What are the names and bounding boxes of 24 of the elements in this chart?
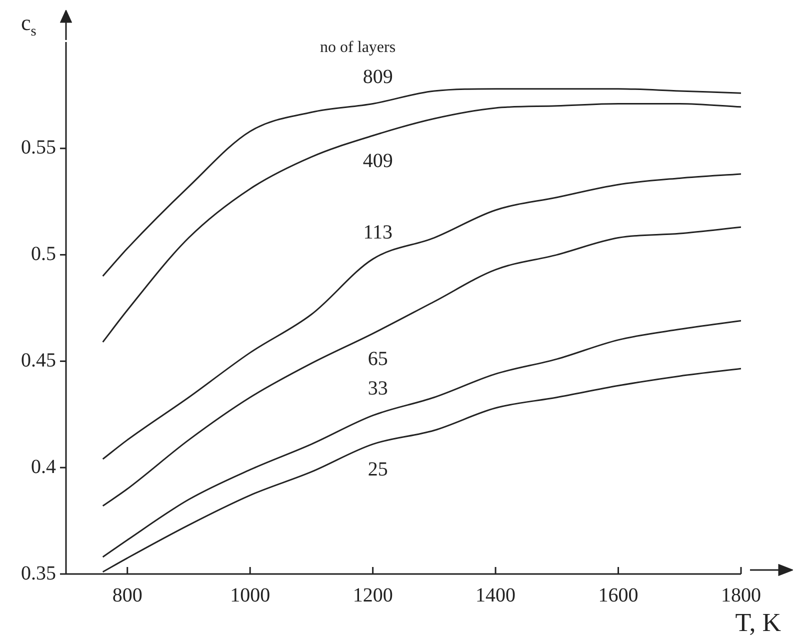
y-tick-label: 0.35 [21, 562, 56, 584]
x-tick-label: 1800 [721, 584, 761, 606]
series-label: 113 [363, 221, 392, 244]
y-tick-label: 0.4 [31, 456, 56, 478]
y-tick-label: 0.45 [21, 349, 56, 372]
x-tick-label: 1600 [598, 584, 638, 606]
x-tick-label: 1400 [476, 584, 516, 606]
x-tick-label: 1000 [230, 584, 270, 606]
line-series [102, 173, 741, 460]
series-label: 25 [368, 458, 388, 480]
series-label: 409 [362, 150, 393, 172]
y-tick-label: 0.55 [21, 136, 56, 159]
series-label: 33 [368, 378, 388, 400]
series-label: 809 [362, 66, 393, 88]
x-tick-label: 1200 [352, 584, 393, 606]
legend-title: no of layers [320, 38, 396, 56]
x-axis-title: T, K [735, 608, 782, 637]
line-series [102, 88, 741, 277]
line-series [102, 102, 741, 343]
x-tick-label: 800 [112, 584, 142, 606]
line-series [102, 320, 741, 558]
series-label: 65 [368, 348, 388, 370]
line-series [102, 226, 741, 507]
y-tick-label: 0.5 [31, 243, 56, 266]
